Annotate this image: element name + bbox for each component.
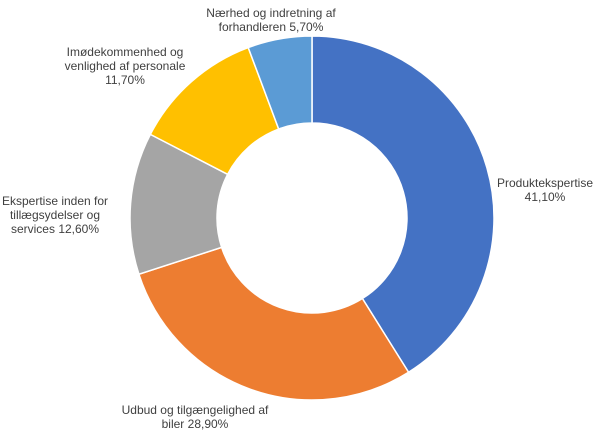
value-label: 5,70% (289, 20, 324, 34)
category-label: Nærhed og indretning af forhandleren (206, 6, 336, 34)
category-label: Produktekspertise (496, 176, 594, 190)
slice-label: Produktekspertise 41,10% (495, 176, 595, 204)
category-label: Imødekommenhed og venlighed af personale (64, 45, 186, 73)
category-label: Ekspertise inden for tillægsydelser og s… (1, 194, 109, 236)
value-label: 28,90% (187, 417, 229, 431)
slice (311, 35, 495, 374)
category-label: Udbud og tilgængelighed af biler (121, 403, 269, 431)
slice-label: Nærhed og indretning af forhandleren 5,7… (201, 6, 341, 34)
slice (137, 246, 410, 401)
value-label: 11,70% (105, 73, 145, 87)
slice-label: Imødekommenhed og venlighed af personale… (60, 45, 190, 87)
slice-label: Ekspertise inden for tillægsydelser og s… (0, 194, 111, 236)
value-label: 12,60% (58, 222, 100, 236)
slice (247, 35, 313, 130)
value-label: 41,10% (524, 190, 566, 204)
slice-label: Udbud og tilgængelighed af biler 28,90% (120, 403, 270, 431)
